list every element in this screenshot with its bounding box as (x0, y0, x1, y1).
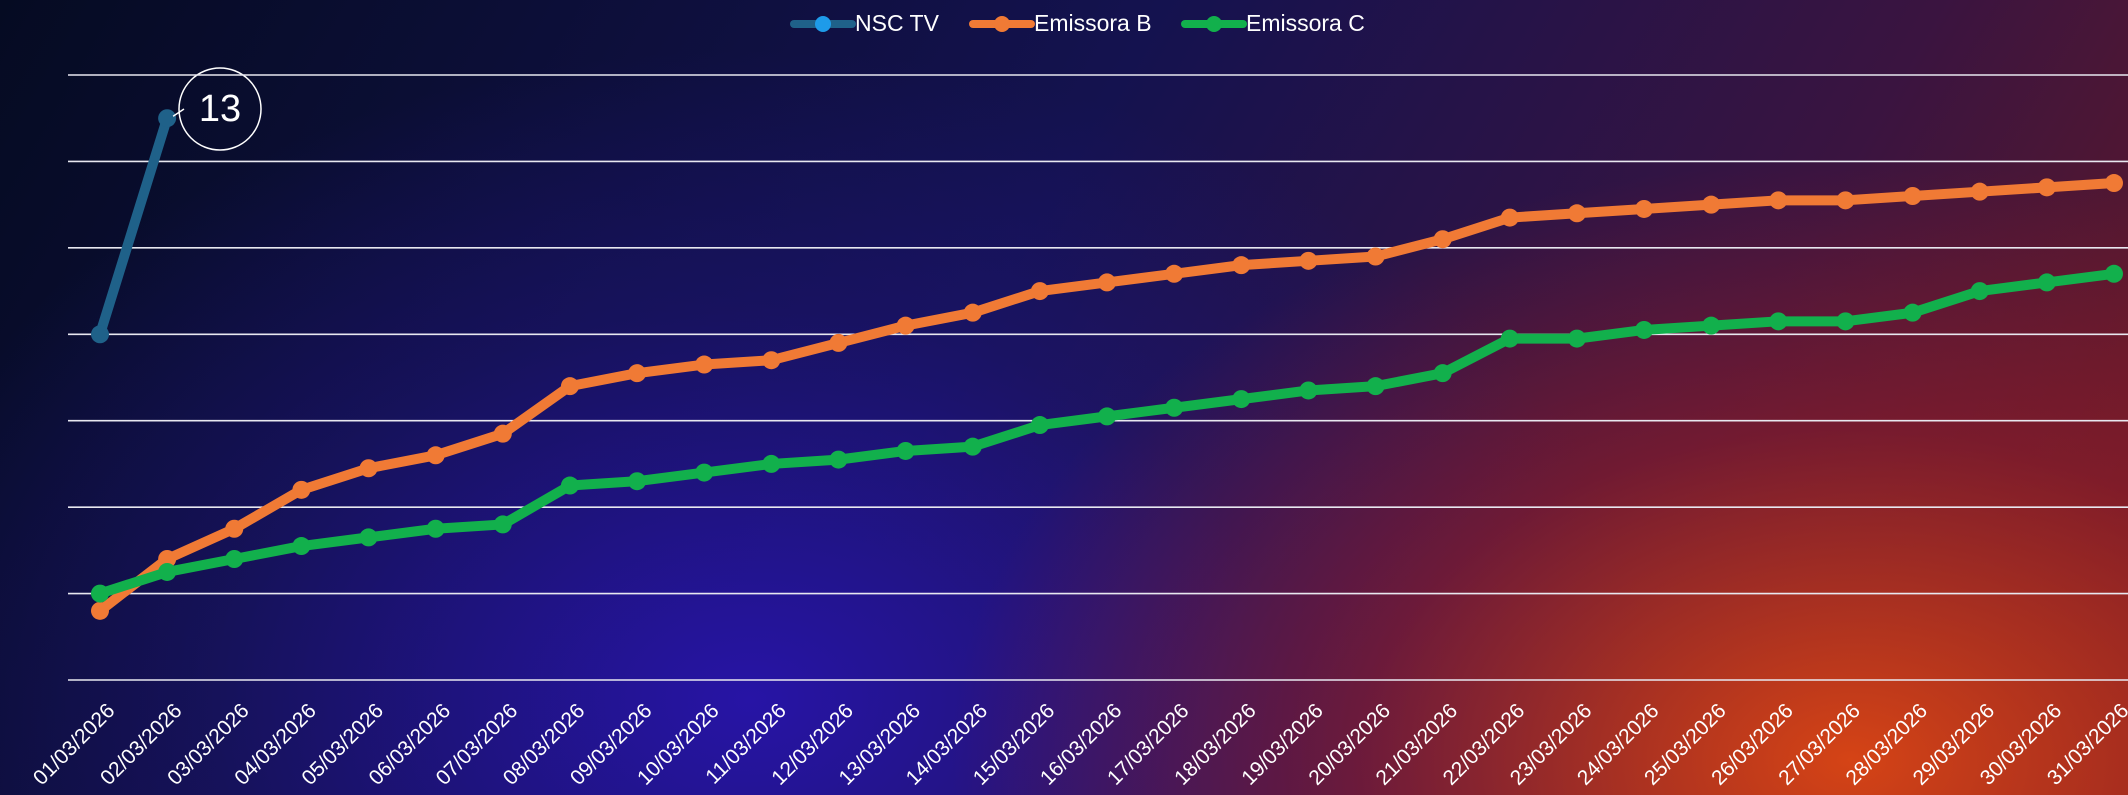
point (1098, 273, 1116, 292)
point (493, 424, 512, 443)
point (1232, 256, 1251, 275)
legend-marker (1206, 16, 1222, 32)
point (1567, 204, 1586, 223)
point (1903, 303, 1922, 322)
point (225, 519, 244, 538)
point (829, 450, 848, 469)
point (1299, 251, 1318, 270)
point (1030, 416, 1049, 435)
point (91, 584, 109, 603)
point (963, 303, 982, 322)
point (1500, 208, 1519, 227)
point (1769, 312, 1788, 331)
point (292, 480, 311, 499)
point (1702, 195, 1721, 214)
point (1635, 199, 1654, 218)
point (2037, 273, 2056, 292)
point (225, 550, 244, 568)
legend-label: Emissora C (1246, 10, 1365, 36)
point (695, 463, 714, 482)
point (2037, 178, 2056, 197)
legend-marker (815, 16, 831, 32)
point (829, 333, 848, 352)
point (1232, 390, 1251, 409)
point (560, 476, 579, 495)
point (1702, 316, 1721, 335)
point (158, 109, 177, 128)
point (1836, 191, 1855, 210)
point (1635, 320, 1654, 339)
point (2105, 174, 2123, 193)
point (359, 459, 378, 478)
point (963, 437, 982, 456)
series-line (95, 113, 173, 340)
point (158, 562, 177, 581)
point (91, 601, 109, 620)
point (762, 351, 781, 370)
point (1433, 364, 1452, 383)
point (1165, 264, 1184, 283)
point (1299, 381, 1318, 400)
point (1366, 377, 1385, 396)
point (762, 454, 781, 473)
point (91, 325, 109, 344)
point (1500, 329, 1519, 348)
point (628, 472, 647, 491)
point (560, 377, 579, 396)
annotation-leader (172, 108, 185, 117)
point (1433, 230, 1452, 249)
point (1769, 191, 1788, 210)
point (426, 519, 445, 538)
point (1165, 398, 1184, 417)
point (1970, 282, 1989, 301)
point (628, 364, 647, 383)
point (1098, 407, 1116, 426)
point (292, 537, 311, 556)
data-label: 13 (199, 88, 241, 130)
legend-label: NSC TV (855, 10, 940, 36)
legend-label: Emissora B (1034, 10, 1152, 36)
point (1836, 312, 1855, 331)
point (896, 441, 915, 460)
point (426, 446, 445, 465)
point (1030, 282, 1049, 301)
legend-marker (994, 16, 1010, 32)
point (359, 528, 378, 547)
point (1970, 182, 1989, 201)
point (1366, 247, 1385, 266)
annotation-circle (178, 67, 262, 151)
point (2105, 264, 2123, 283)
point (695, 355, 714, 374)
point (493, 515, 512, 534)
point (1567, 329, 1586, 348)
point (158, 550, 177, 568)
point (896, 316, 915, 335)
series-line (95, 268, 2119, 599)
point (1903, 187, 1922, 205)
